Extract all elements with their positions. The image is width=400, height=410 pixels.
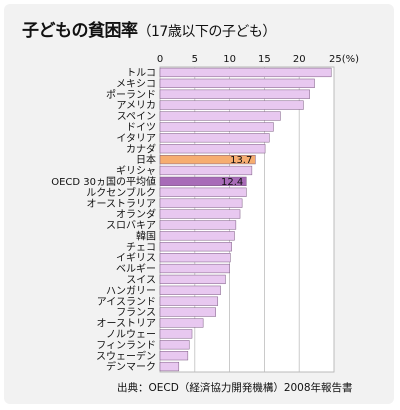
category-label-11: ルクセンブルク xyxy=(86,186,156,199)
category-label-25: フィンランド xyxy=(96,339,156,351)
x-tick-label-25: 25(%) xyxy=(329,54,359,65)
category-label-7: カナダ xyxy=(126,142,156,155)
category-label-27: デンマーク xyxy=(106,360,156,373)
category-label-0: トルコ xyxy=(126,68,156,79)
bar-1 xyxy=(159,78,315,88)
category-label-4: スペイン xyxy=(117,112,156,123)
bar-10 xyxy=(159,176,247,186)
category-label-14: スロバキア xyxy=(106,220,156,232)
x-tick-label-5: 5 xyxy=(192,54,198,65)
category-label-3: アメリカ xyxy=(117,100,157,112)
bar-11 xyxy=(159,187,247,197)
title-main: 子どもの貧困率 xyxy=(22,21,138,41)
x-tick-label-20: 20 xyxy=(293,54,306,65)
bar-7 xyxy=(159,144,266,154)
bar-14 xyxy=(159,220,237,230)
bar-5 xyxy=(159,122,274,132)
source-note: 出典：OECD（経済協力開発機構）2008年報告書 xyxy=(117,382,353,394)
category-label-15: 韓国 xyxy=(136,230,156,242)
bar-22 xyxy=(159,307,216,317)
category-label-2: ポーランド xyxy=(106,89,156,101)
category-label-24: ノルウェー xyxy=(106,328,156,340)
data-label-8: 13.7 xyxy=(230,155,252,166)
bar-26 xyxy=(159,351,189,361)
data-label-10: 12.4 xyxy=(221,177,243,188)
bar-0 xyxy=(159,67,332,78)
bar-17 xyxy=(159,253,231,263)
bar-6 xyxy=(159,133,270,143)
category-label-22: フランス xyxy=(116,307,156,319)
bar-19 xyxy=(159,274,226,285)
title-subtitle: （17歳以下の子ども） xyxy=(137,24,277,40)
bar-15 xyxy=(159,231,235,241)
category-label-17: イギリス xyxy=(116,252,156,264)
category-label-1: メキシコ xyxy=(116,79,156,90)
bar-9 xyxy=(159,165,253,176)
x-tick-label-15: 15 xyxy=(258,54,271,65)
bar-25 xyxy=(159,340,190,350)
category-label-21: アイスランド xyxy=(97,296,156,308)
bar-20 xyxy=(159,285,221,295)
bar-4 xyxy=(159,111,281,121)
bar-12 xyxy=(159,198,243,208)
category-label-18: ベルギー xyxy=(116,263,156,275)
bar-24 xyxy=(159,329,193,339)
category-label-26: スウェーデン xyxy=(96,349,156,362)
category-label-9: ギリシャ xyxy=(116,165,156,177)
bar-18 xyxy=(159,263,230,274)
bar-2 xyxy=(159,89,310,99)
chart-title: 子どもの貧困率（17歳以下の子ども） xyxy=(22,16,276,41)
bar-13 xyxy=(159,209,241,219)
category-label-6: イタリア xyxy=(116,132,156,144)
bar-8 xyxy=(159,154,256,165)
bar-27 xyxy=(159,361,180,372)
bar-23 xyxy=(159,318,204,328)
category-label-8: 日本 xyxy=(136,153,156,166)
bar-3 xyxy=(159,100,304,110)
category-label-12: オーストラリア xyxy=(87,198,157,210)
category-label-16: チェコ xyxy=(126,241,156,253)
category-label-19: スイス xyxy=(126,275,156,286)
bar-21 xyxy=(159,296,219,306)
category-label-10: OECD 30ヵ国の平均値 xyxy=(51,175,156,188)
category-label-5: ドイツ xyxy=(126,123,156,134)
bar-16 xyxy=(159,242,232,252)
category-label-13: オランダ xyxy=(116,208,156,221)
category-label-20: ハンガリー xyxy=(106,285,156,297)
x-tick-label-10: 10 xyxy=(223,54,236,65)
x-tick-label-0: 0 xyxy=(157,54,163,65)
category-label-23: オーストリア xyxy=(97,318,157,330)
